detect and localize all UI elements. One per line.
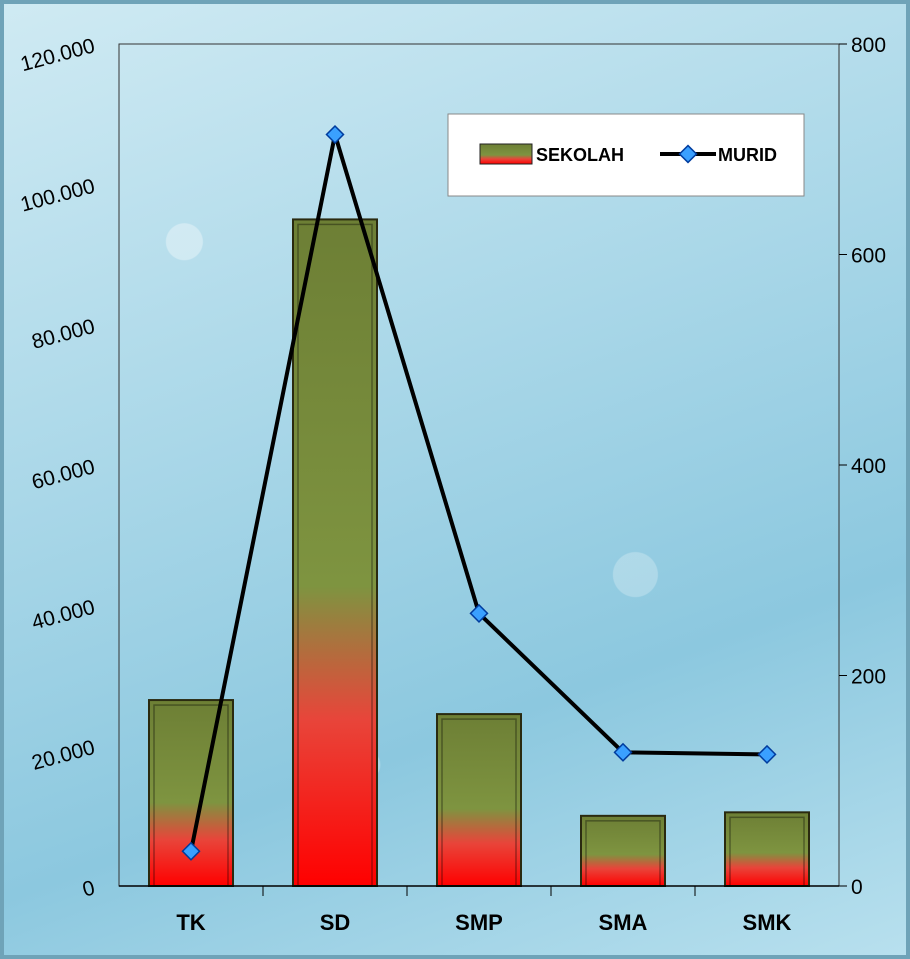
left-tick-label: 80.000	[29, 315, 97, 354]
murid-marker	[469, 603, 489, 623]
right-axis-ticks: 0 200 400 600 800	[839, 34, 886, 899]
right-tick-label: 0	[851, 876, 863, 899]
x-axis-ticks: TK SD SMP SMA SMK	[176, 886, 792, 935]
bar-sekolah	[580, 814, 666, 887]
murid-marker	[757, 744, 777, 764]
x-tick-label: SMP	[455, 910, 503, 935]
legend: SEKOLAH MURID	[447, 113, 805, 197]
line-series-murid	[181, 124, 777, 861]
right-tick-label: 600	[851, 245, 886, 268]
legend-label-murid: MURID	[718, 145, 777, 165]
bar-series-sekolah	[148, 218, 810, 888]
legend-swatch-sekolah	[479, 143, 533, 165]
x-tick-label: SD	[320, 910, 351, 935]
legend-label-sekolah: SEKOLAH	[536, 145, 624, 165]
legend-swatch-murid-marker	[678, 144, 698, 164]
murid-marker	[325, 124, 345, 145]
murid-marker	[181, 841, 201, 861]
right-tick-label: 800	[851, 34, 886, 57]
left-axis-ticks: 0 20.000 40.000 60.000 80.000 100.000 120.000	[18, 34, 97, 901]
murid-marker	[613, 742, 633, 762]
left-tick-label: 100.000	[18, 175, 97, 217]
x-tick-label: SMA	[599, 910, 648, 935]
left-tick-label: 20.000	[29, 736, 97, 775]
right-tick-label: 200	[851, 666, 886, 689]
left-tick-label: 120.000	[18, 34, 97, 76]
bar-sekolah	[724, 811, 810, 888]
x-tick-label: TK	[176, 910, 205, 935]
left-tick-label: 0	[80, 876, 97, 901]
left-tick-label: 40.000	[29, 596, 97, 635]
bar-sekolah	[292, 218, 378, 887]
right-tick-label: 400	[851, 455, 886, 478]
left-tick-label: 60.000	[29, 455, 97, 494]
bar-sekolah	[436, 713, 522, 888]
x-tick-label: SMK	[743, 910, 792, 935]
combo-chart: 020.00040.00060.00080.000100.000120.000 …	[18, 34, 886, 935]
